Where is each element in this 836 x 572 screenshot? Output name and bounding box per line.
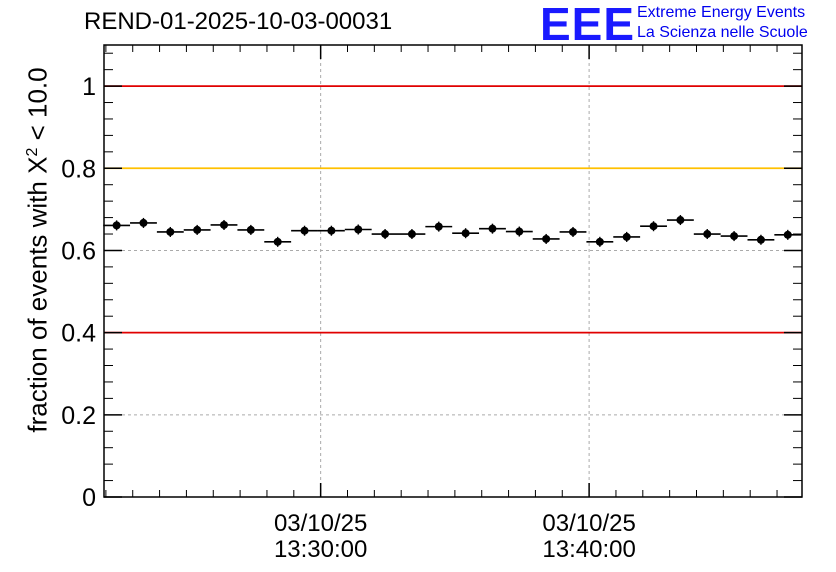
point-marker [676, 216, 685, 225]
y-tick-label: 0.6 [61, 237, 96, 265]
data-point [264, 236, 292, 247]
data-point [156, 226, 184, 237]
point-marker [139, 218, 148, 227]
y-axis-label-suffix: < 10.0 [22, 67, 53, 148]
data-point [640, 221, 667, 232]
point-marker [569, 227, 578, 236]
data-point [747, 234, 775, 245]
point-marker [220, 220, 229, 229]
point-marker [434, 222, 443, 231]
tick-labels: 00.20.40.60.8103/10/2513:30:0003/10/2513… [61, 73, 636, 563]
data-point [613, 231, 641, 242]
point-marker [246, 225, 255, 234]
point-marker [542, 234, 551, 243]
data-point [371, 229, 399, 240]
data-point [291, 225, 318, 236]
point-marker [461, 229, 470, 238]
data-point [666, 215, 694, 226]
point-marker [703, 230, 712, 239]
eee-logo-mark: EEE [540, 0, 636, 50]
x-tick-time: 13:40:00 [542, 536, 635, 563]
data-point [505, 226, 533, 237]
point-marker [515, 227, 524, 236]
y-axis-label-prefix: fraction of events with [22, 173, 53, 433]
point-marker [327, 226, 336, 235]
data-point [398, 229, 426, 240]
data-point [479, 223, 506, 234]
data-point [237, 224, 265, 235]
data-point [425, 221, 453, 232]
data-point [130, 217, 157, 228]
point-marker [300, 226, 309, 235]
data-point [693, 229, 721, 240]
point-marker [756, 235, 765, 244]
data-point [103, 220, 131, 231]
y-tick-label: 1 [82, 73, 96, 101]
point-marker [193, 225, 202, 234]
x-tick-date: 03/10/25 [542, 510, 635, 537]
data-point [344, 224, 372, 235]
grid-lines [104, 45, 802, 498]
data-point [183, 224, 211, 235]
data-point [452, 228, 480, 239]
reference-lines [104, 85, 802, 334]
data-point [586, 236, 614, 247]
data-point [559, 226, 587, 237]
point-marker [649, 222, 658, 231]
point-marker [166, 227, 175, 236]
y-axis-label-symbol: X [22, 156, 53, 174]
data-point [317, 225, 345, 236]
point-marker [381, 230, 390, 239]
data-point [532, 233, 560, 244]
point-marker [783, 230, 792, 239]
point-marker [112, 221, 121, 230]
point-marker [730, 232, 739, 241]
y-tick-label: 0.4 [61, 320, 96, 348]
point-marker [622, 232, 631, 241]
y-axis-label: fraction of events with X2 < 10.0 [23, 67, 54, 432]
point-marker [595, 237, 604, 246]
data-points [103, 215, 802, 247]
x-tick-time: 13:30:00 [274, 536, 367, 563]
y-tick-label: 0.2 [61, 402, 96, 430]
data-point [210, 219, 238, 230]
y-tick-label: 0 [82, 484, 96, 512]
y-tick-label: 0.8 [61, 155, 96, 183]
point-marker [407, 230, 416, 239]
data-point [774, 229, 802, 240]
logo-tagline-1: Extreme Energy Events [637, 4, 806, 21]
point-marker [354, 225, 363, 234]
point-marker [273, 237, 282, 246]
x-tick-date: 03/10/25 [274, 510, 367, 537]
logo-tagline-2: La Scienza nelle Scuole [637, 24, 808, 41]
axis-ticks [104, 45, 802, 498]
chart-title: REND-01-2025-10-03-00031 [84, 8, 393, 35]
point-marker [488, 224, 497, 233]
plot-frame [103, 44, 803, 498]
y-axis-label-superscript: 2 [23, 147, 41, 157]
data-point [720, 231, 748, 242]
